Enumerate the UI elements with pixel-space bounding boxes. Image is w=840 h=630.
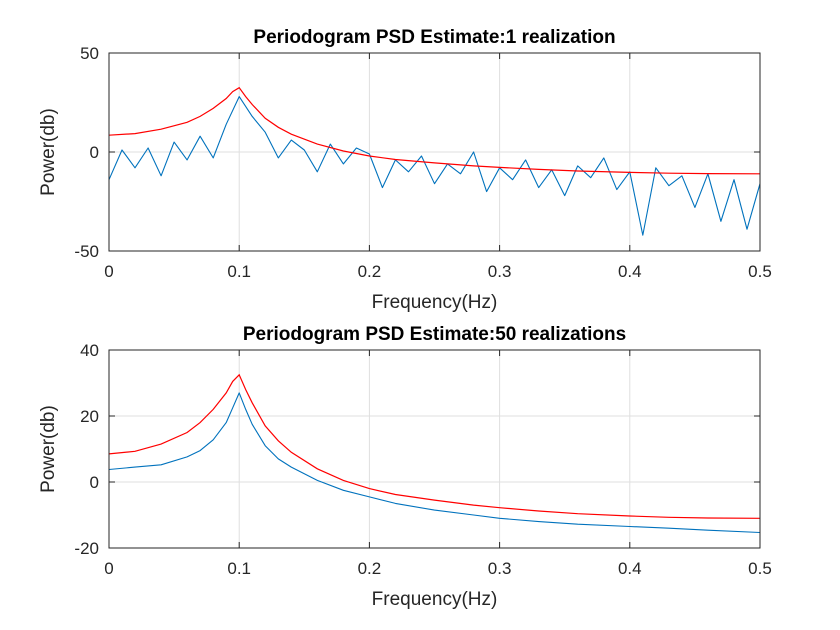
bottom-subplot: 0 0.1 0.2 0.3 0.4 0.5 -20 0 20 40 Periodogram PSD …: [38, 324, 772, 610]
y-tick-label: 50: [80, 44, 99, 63]
top-subplot: 0 0.1 0.2 0.3 0.4 0.5 -50 0 50 Periodogram PSD Es…: [38, 27, 772, 313]
x-tick-label: 0.4: [618, 559, 642, 578]
y-axis-label: Power(db): [38, 405, 59, 493]
theoretical-psd-line: [109, 373, 760, 519]
y-tick-label: 0: [90, 473, 99, 492]
y-tick-label: -20: [74, 539, 99, 558]
chart-title: Periodogram PSD Estimate:50 realizations: [243, 324, 626, 345]
x-tick-label: 0: [104, 559, 113, 578]
y-tick-label: 0: [90, 143, 99, 162]
x-tick-label: 0.2: [358, 262, 382, 281]
estimated-psd-line: [109, 96, 760, 236]
axes-frame: [108, 349, 761, 549]
y-axis-label: Power(db): [38, 108, 59, 196]
y-tick-label: 40: [80, 341, 99, 360]
chart-title: Periodogram PSD Estimate:1 realization: [253, 27, 615, 48]
x-tick-label: 0.4: [618, 262, 642, 281]
x-tick-label: 0.5: [748, 559, 772, 578]
theoretical-psd-line: [109, 86, 760, 175]
plot-area: [109, 350, 760, 548]
x-axis-label: Frequency(Hz): [372, 589, 498, 610]
y-tick-label: -50: [74, 242, 99, 261]
x-tick-label: 0.1: [227, 559, 251, 578]
estimated-psd-line: [109, 392, 760, 534]
x-tick-label: 0.1: [227, 262, 251, 281]
x-tick-label: 0.5: [748, 262, 772, 281]
x-tick-label: 0: [104, 262, 113, 281]
x-tick-label: 0.3: [488, 559, 512, 578]
x-axis-label: Frequency(Hz): [372, 292, 498, 313]
x-tick-label: 0.2: [358, 559, 382, 578]
y-tick-label: 20: [80, 407, 99, 426]
x-tick-label: 0.3: [488, 262, 512, 281]
